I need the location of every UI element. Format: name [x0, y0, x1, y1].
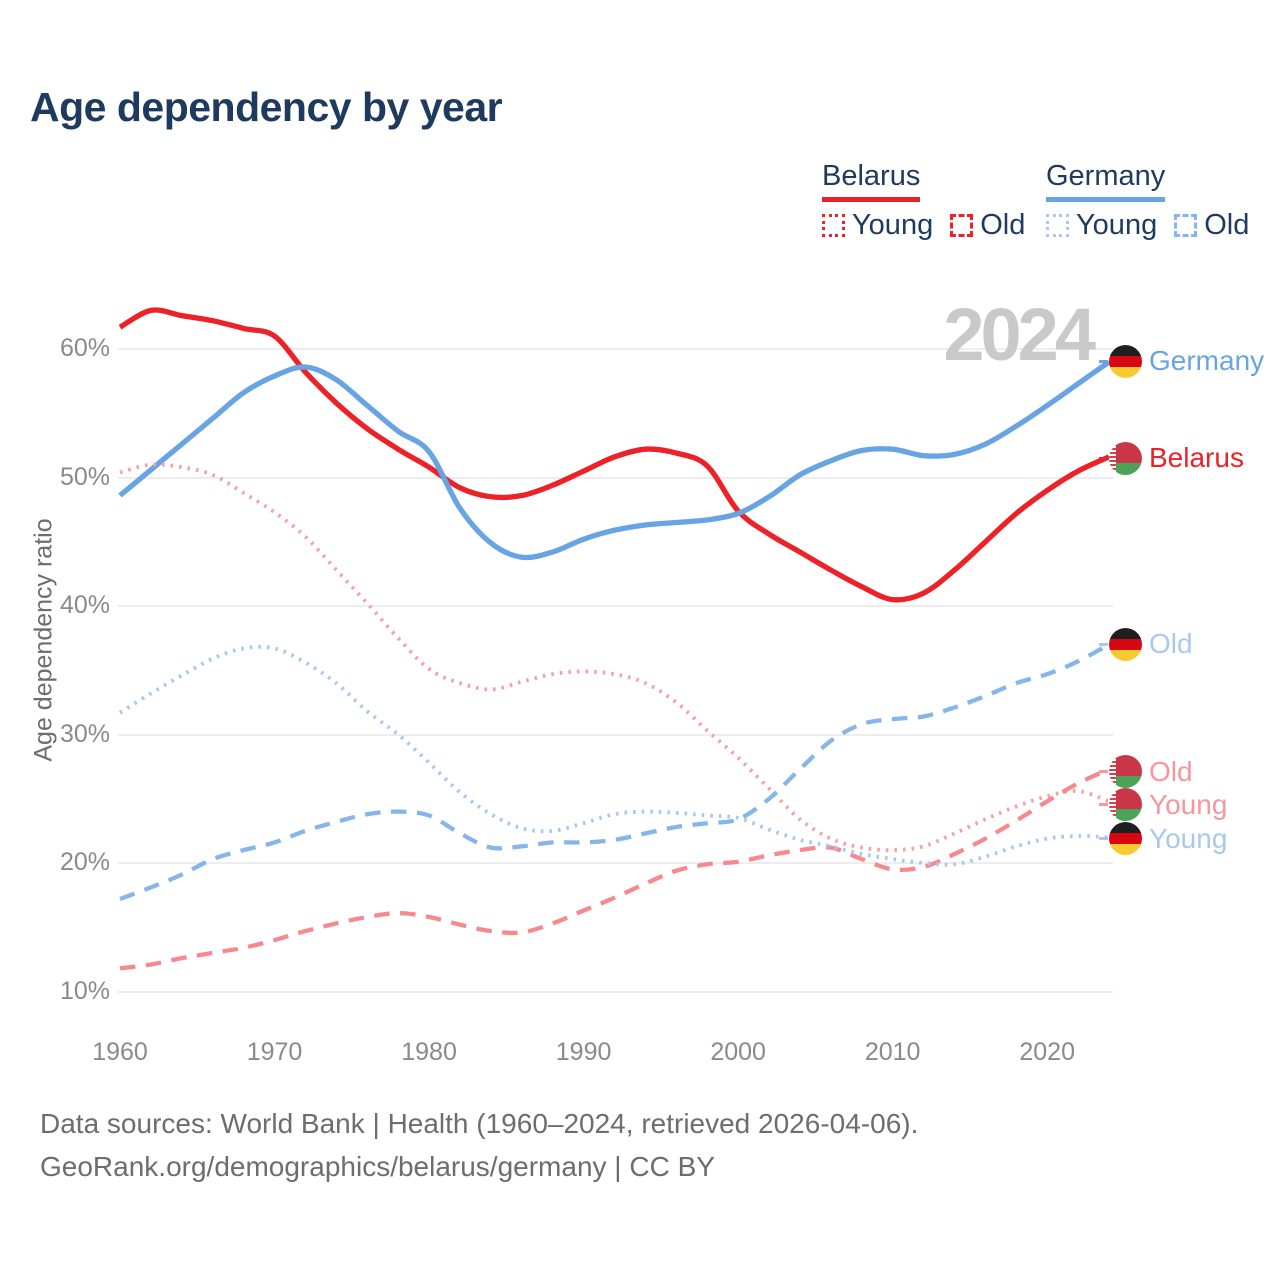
series-end-tick	[1099, 642, 1108, 646]
series-line-belarus-old	[119, 767, 1110, 971]
series-end-label-young: Young	[1099, 822, 1228, 856]
footer-data-sources: Data sources: World Bank | Health (1960–…	[40, 1108, 919, 1139]
legend-group-germany: Germany Young Old	[1046, 160, 1249, 242]
y-axis-tick-label: 20%	[59, 848, 110, 876]
gridline	[118, 990, 1113, 993]
series-line-belarus-total	[118, 307, 1111, 603]
gridline	[118, 476, 1113, 479]
gridline	[118, 348, 1113, 350]
germany-young-dotted-swatch-icon	[1046, 214, 1069, 237]
legend-belarus-old-label: Old	[980, 209, 1026, 241]
series-line-belarus-young	[119, 462, 1110, 853]
series-line-germany-total	[118, 359, 1111, 561]
germany-old-dashed-swatch-icon	[1174, 214, 1198, 237]
series-end-tick	[1099, 359, 1108, 363]
legend-row-germany: Young Old	[1046, 209, 1249, 242]
belarus-young-dotted-swatch-icon	[822, 214, 845, 237]
series-end-label-young: Young	[1099, 788, 1228, 822]
legend-group-belarus: Belarus Young Old	[822, 160, 1025, 242]
legend-germany-old-label: Old	[1204, 209, 1250, 241]
series-end-label-belarus: Belarus	[1099, 441, 1244, 475]
series-end-label-text: Germany	[1149, 345, 1265, 377]
legend-belarus-label[interactable]: Belarus	[822, 160, 921, 202]
x-axis-tick-label: 1970	[246, 1038, 303, 1066]
footer-attribution: GeoRank.org/demographics/belarus/germany…	[40, 1151, 715, 1182]
germany-flag-icon	[1109, 344, 1142, 378]
series-end-label-text: Young	[1149, 788, 1228, 820]
x-axis-tick-label: 1960	[92, 1038, 148, 1066]
y-axis-tick-label: 50%	[59, 462, 110, 491]
y-axis-tick-label: 30%	[59, 719, 110, 748]
footer: Data sources: World Bank | Health (1960–…	[40, 1102, 918, 1188]
series-end-label-old: Old	[1099, 755, 1193, 789]
page-title: Age dependency by year	[30, 84, 503, 130]
series-end-tick	[1099, 770, 1108, 774]
series-end-label-text: Belarus	[1149, 442, 1244, 474]
x-axis-tick-label: 2020	[1019, 1038, 1075, 1066]
series-line-germany-young	[118, 644, 1110, 867]
germany-flag-icon	[1109, 627, 1142, 661]
legend-item-germany-young[interactable]: Young	[1046, 209, 1174, 242]
series-end-label-text: Old	[1149, 628, 1193, 660]
legend-germany-young-label: Young	[1076, 209, 1158, 241]
belarus-flag-icon	[1109, 441, 1142, 475]
germany-flag-icon	[1109, 822, 1142, 856]
series-end-tick	[1099, 837, 1108, 841]
series-end-label-old: Old	[1099, 627, 1193, 661]
x-axis-tick-label: 2010	[864, 1038, 921, 1066]
gridline	[118, 862, 1113, 864]
legend-item-germany-old[interactable]: Old	[1174, 209, 1249, 242]
series-end-tick	[1099, 456, 1108, 460]
series-end-tick	[1099, 803, 1108, 807]
legend-row-belarus: Young Old	[822, 209, 1025, 242]
legend-item-belarus-young[interactable]: Young	[822, 209, 950, 242]
y-axis-tick-label: 40%	[59, 591, 110, 619]
belarus-old-dashed-swatch-icon	[950, 214, 974, 237]
series-end-label-germany: Germany	[1099, 344, 1265, 378]
x-axis-tick-label: 1990	[555, 1038, 612, 1066]
y-axis-tick-label: 60%	[59, 334, 110, 362]
legend-germany-label[interactable]: Germany	[1046, 160, 1166, 202]
y-axis-tick-label: 10%	[59, 976, 110, 1005]
gridline	[118, 605, 1113, 607]
gridline	[118, 733, 1113, 736]
legend-belarus-young-label: Young	[852, 209, 934, 241]
series-line-germany-old	[119, 642, 1111, 902]
belarus-flag-icon	[1109, 755, 1142, 789]
legend-item-belarus-old[interactable]: Old	[950, 209, 1025, 242]
x-axis-tick-label: 1980	[401, 1038, 457, 1066]
year-watermark: 2024	[943, 293, 1096, 376]
series-end-label-text: Old	[1149, 755, 1193, 787]
belarus-flag-icon	[1109, 788, 1142, 822]
x-axis-tick-label: 2000	[710, 1038, 766, 1066]
series-end-label-text: Young	[1149, 822, 1228, 854]
